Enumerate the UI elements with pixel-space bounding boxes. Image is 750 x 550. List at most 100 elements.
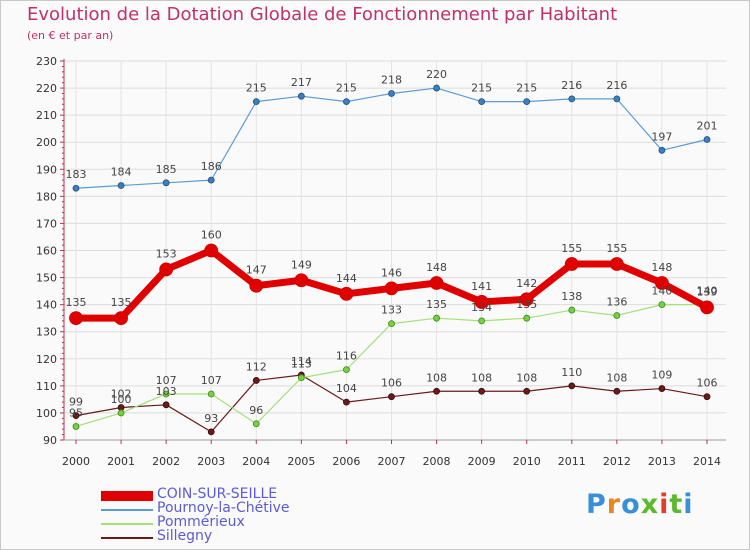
data-label-pournoy-la-ch-tive-2010: 215 <box>516 82 537 95</box>
point-coin-sur-seille-2001 <box>114 311 128 326</box>
legend-label-coin-sur-seille: COIN-SUR-SEILLE <box>157 486 278 502</box>
brand-letter: t <box>669 489 684 520</box>
point-pournoy-la-ch-tive-2001 <box>117 182 125 189</box>
data-label-sillegny-2013: 109 <box>651 369 672 382</box>
x-tick-label-2005: 2005 <box>287 455 315 468</box>
data-label-pomm-rieux-2000: 95 <box>69 406 83 419</box>
point-pournoy-la-ch-tive-2013 <box>658 146 666 154</box>
x-tick-label-2000: 2000 <box>62 455 90 468</box>
point-pomm-rieux-2000 <box>72 423 80 430</box>
x-tick-label-2002: 2002 <box>152 455 180 468</box>
x-tick-label-2006: 2006 <box>332 455 360 468</box>
y-tick-label-110: 110 <box>36 380 57 393</box>
axes <box>63 59 726 441</box>
data-label-pournoy-la-ch-tive-2008: 220 <box>426 68 447 81</box>
brand-letter: r <box>606 489 622 520</box>
legend-label-sillegny: Sillegny <box>157 528 213 544</box>
point-pomm-rieux-2012 <box>613 312 621 319</box>
brand-letter: o <box>621 489 641 520</box>
point-pournoy-la-ch-tive-2002 <box>162 179 170 187</box>
legend-label-pomm-rieux: Pommérieux <box>157 514 245 530</box>
point-coin-sur-seille-2011 <box>564 257 579 271</box>
data-label-pournoy-la-ch-tive-2011: 216 <box>561 79 582 92</box>
point-pomm-rieux-2003 <box>207 390 215 398</box>
legend-label-pournoy-la-ch-tive: Pournoy-la-Chétive <box>157 500 290 516</box>
point-coin-sur-seille-2002 <box>159 262 174 277</box>
point-pomm-rieux-2001 <box>117 409 125 417</box>
data-label-coin-sur-seille-2014: 139 <box>697 285 718 298</box>
point-coin-sur-seille-2014 <box>700 300 714 315</box>
point-sillegny-2013 <box>658 385 666 392</box>
data-label-pournoy-la-ch-tive-2003: 186 <box>201 160 222 173</box>
data-label-sillegny-2009: 108 <box>471 371 492 384</box>
data-label-sillegny-2014: 106 <box>697 377 718 390</box>
data-label-pomm-rieux-2010: 135 <box>516 298 537 311</box>
point-sillegny-2010 <box>523 387 531 395</box>
legend-swatch-pomm-rieux <box>101 523 153 525</box>
point-pomm-rieux-2002 <box>162 390 170 398</box>
y-tick-label-160: 160 <box>36 245 57 258</box>
brand-letter: P <box>586 489 607 520</box>
point-coin-sur-seille-2009 <box>474 295 489 309</box>
point-pournoy-la-ch-tive-2000 <box>72 184 80 192</box>
data-label-sillegny-2000: 99 <box>69 396 83 409</box>
brand-logo: Proxiti <box>586 489 694 520</box>
data-label-pomm-rieux-2003: 107 <box>201 374 222 387</box>
data-label-pomm-rieux-2002: 107 <box>156 374 177 387</box>
point-pournoy-la-ch-tive-2006 <box>343 98 350 106</box>
data-label-coin-sur-seille-2000: 135 <box>66 296 87 309</box>
y-tick-label-170: 170 <box>36 217 57 230</box>
point-pournoy-la-ch-tive-2011 <box>568 95 576 103</box>
point-pomm-rieux-2004 <box>252 420 260 428</box>
point-coin-sur-seille-2000 <box>69 311 83 326</box>
data-label-pomm-rieux-2014: 140 <box>697 285 718 298</box>
point-pournoy-la-ch-tive-2009 <box>478 98 486 106</box>
y-tick-label-230: 230 <box>36 55 57 68</box>
data-label-pomm-rieux-2013: 140 <box>651 285 672 298</box>
data-label-pournoy-la-ch-tive-2005: 217 <box>291 76 312 89</box>
point-pomm-rieux-2009 <box>478 317 486 325</box>
x-tick-label-2012: 2012 <box>603 455 631 468</box>
point-pomm-rieux-2007 <box>388 320 395 327</box>
data-label-sillegny-2003: 93 <box>204 412 218 425</box>
legend-swatch-pournoy-la-ch-tive <box>101 509 153 511</box>
point-coin-sur-seille-2013 <box>655 276 669 290</box>
data-label-pomm-rieux-2006: 116 <box>336 350 357 363</box>
y-tick-label-90: 90 <box>43 434 57 447</box>
data-label-pournoy-la-ch-tive-2013: 197 <box>651 130 672 143</box>
x-tick-label-2003: 2003 <box>197 455 225 468</box>
data-label-sillegny-2011: 110 <box>561 366 582 379</box>
point-pomm-rieux-2008 <box>433 314 440 322</box>
y-tick-label-190: 190 <box>36 163 57 176</box>
point-coin-sur-seille-2012 <box>609 257 624 271</box>
x-tick-label-2007: 2007 <box>378 455 406 468</box>
point-pournoy-la-ch-tive-2012 <box>613 95 621 103</box>
point-pomm-rieux-2006 <box>343 366 350 374</box>
y-tick-label-200: 200 <box>36 136 57 149</box>
legend-swatch-coin-sur-seille <box>101 491 153 501</box>
data-label-pournoy-la-ch-tive-2001: 184 <box>111 166 132 179</box>
data-label-pomm-rieux-2011: 138 <box>561 290 582 303</box>
point-coin-sur-seille-2008 <box>429 276 444 290</box>
data-label-pournoy-la-ch-tive-2006: 215 <box>336 82 357 95</box>
point-pomm-rieux-2013 <box>658 301 666 309</box>
point-sillegny-2011 <box>568 382 576 390</box>
brand-letter: x <box>640 489 660 520</box>
point-sillegny-2000 <box>72 412 80 420</box>
point-coin-sur-seille-2007 <box>384 281 399 296</box>
y-tick-label-130: 130 <box>36 326 57 339</box>
data-label-pournoy-la-ch-tive-2004: 215 <box>246 82 267 95</box>
data-label-pournoy-la-ch-tive-2002: 185 <box>156 163 177 176</box>
data-label-coin-sur-seille-2011: 155 <box>561 242 582 255</box>
data-label-sillegny-2002: 103 <box>156 385 177 398</box>
y-tick-label-210: 210 <box>36 109 57 122</box>
point-coin-sur-seille-2003 <box>204 243 219 258</box>
point-sillegny-2003 <box>207 428 215 436</box>
y-tick-label-150: 150 <box>36 272 57 285</box>
data-label-coin-sur-seille-2002: 153 <box>156 247 177 260</box>
data-label-pomm-rieux-2001: 100 <box>111 393 132 406</box>
data-label-sillegny-2008: 108 <box>426 371 447 384</box>
x-tick-label-2001: 2001 <box>107 455 135 468</box>
series-group <box>69 84 714 436</box>
